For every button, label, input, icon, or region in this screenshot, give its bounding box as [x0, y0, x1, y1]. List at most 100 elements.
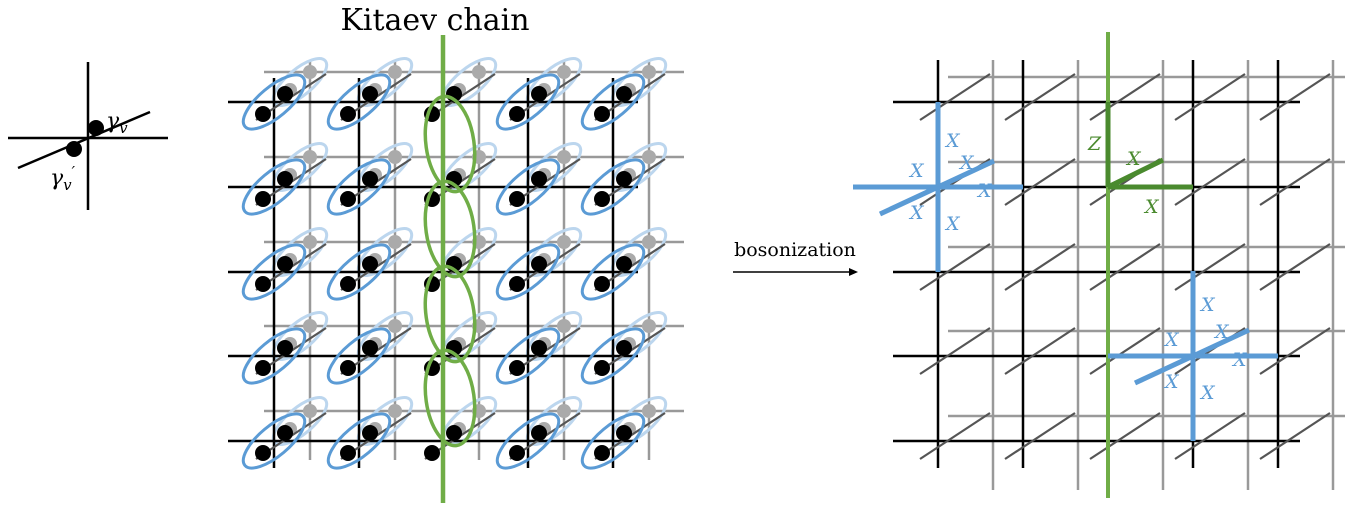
majorana-dot [277, 425, 293, 441]
pauli-x-label: X [1199, 294, 1216, 316]
diagonal-link [1004, 327, 1076, 375]
majorana-dot [594, 276, 610, 292]
majorana-dot [340, 106, 356, 122]
pauli-x-label: X [908, 160, 925, 182]
majorana-dot [531, 171, 547, 187]
majorana-dot [255, 276, 271, 292]
diagonal-link [1174, 73, 1246, 121]
front-majorana-pair [580, 412, 646, 470]
diagonal-link [1004, 73, 1076, 121]
majorana-dot [616, 171, 632, 187]
back-majorana-dot [388, 235, 402, 249]
majorana-dot [362, 256, 378, 272]
back-majorana-dot [388, 404, 402, 418]
diagonal-link [1004, 158, 1076, 206]
front-majorana-pair [326, 327, 392, 385]
back-majorana-dot [472, 65, 486, 79]
front-majorana-pair [495, 158, 561, 216]
diagonal-link [1174, 243, 1246, 291]
diagonal-link [1004, 243, 1076, 291]
front-majorana-pair [241, 73, 307, 131]
back-majorana-dot [303, 65, 317, 79]
pauli-x-label: X [1163, 329, 1180, 351]
majorana-dot [277, 86, 293, 102]
majorana-dot [362, 86, 378, 102]
front-majorana-pair [326, 158, 392, 216]
majorana-dot [531, 425, 547, 441]
majorana-dot [277, 171, 293, 187]
kitaev-pairing [423, 179, 477, 279]
front-majorana-pair [241, 158, 307, 216]
diagonal-link [1174, 412, 1246, 460]
majorana-dot-bottom [66, 141, 82, 157]
front-majorana-pair [326, 73, 392, 131]
back-majorana-dot [303, 319, 317, 333]
front-majorana-pair [580, 73, 646, 131]
front-majorana-pair [580, 327, 646, 385]
figure-title: Kitaev chain [340, 3, 529, 38]
diagonal-link [1259, 158, 1331, 206]
majorana-dot [531, 86, 547, 102]
majorana-dot [255, 360, 271, 376]
back-majorana-dot [642, 235, 656, 249]
majorana-dot [509, 445, 525, 461]
front-majorana-pair [580, 243, 646, 301]
diagonal-link [1089, 327, 1161, 375]
diagonal-link [1089, 243, 1161, 291]
majorana-dot [594, 106, 610, 122]
majorana-dot [531, 256, 547, 272]
pauli-x-label: X [1213, 321, 1230, 343]
front-majorana-pair [495, 327, 561, 385]
diagonal-link [1259, 73, 1331, 121]
majorana-dot [340, 191, 356, 207]
back-majorana-dot [642, 404, 656, 418]
back-majorana-dot [642, 65, 656, 79]
majorana-dot [531, 340, 547, 356]
pauli-x-label: X [1125, 148, 1142, 170]
back-majorana-dot [642, 150, 656, 164]
majorana-dot [277, 256, 293, 272]
front-majorana-pair [495, 412, 561, 470]
pauli-x-label: X [976, 180, 993, 202]
diagonal-link [919, 327, 991, 375]
back-majorana-pair [440, 57, 498, 107]
majorana-dot [509, 276, 525, 292]
back-majorana-dot [642, 319, 656, 333]
pauli-z-label: Z [1087, 133, 1102, 155]
chain-term: Z X X [1087, 102, 1193, 218]
majorana-dot [340, 445, 356, 461]
diagonal-link [919, 412, 991, 460]
majorana-dot [509, 360, 525, 376]
back-majorana-dot [557, 235, 571, 249]
front-majorana-pair [580, 158, 646, 216]
majorana-dot [446, 425, 462, 441]
back-majorana-dot [557, 404, 571, 418]
majorana-dot [362, 171, 378, 187]
bosonization-label: bosonization [734, 239, 856, 261]
back-majorana-dot [557, 150, 571, 164]
diagonal-link [1004, 412, 1076, 460]
diagonal-link [1259, 412, 1331, 460]
kitaev-pairing [423, 94, 477, 194]
pauli-x-label: X [908, 202, 925, 224]
pauli-x-label: X [1231, 349, 1248, 371]
pauli-x-label: X [944, 130, 961, 152]
back-majorana-dot [388, 65, 402, 79]
kitaev-pairing [423, 348, 477, 448]
majorana-dot [255, 191, 271, 207]
back-majorana-dot [388, 319, 402, 333]
back-majorana-dot [303, 404, 317, 418]
vertex-inset: γv γv′ [8, 62, 168, 210]
majorana-dot [594, 191, 610, 207]
diagonal-link [1259, 327, 1331, 375]
diagonal-link [919, 243, 991, 291]
back-majorana-dot [303, 235, 317, 249]
diagonal-link [1089, 412, 1161, 460]
majorana-dot-top [88, 120, 104, 136]
majorana-label-top: γv [106, 109, 128, 137]
front-majorana-pair [241, 243, 307, 301]
pauli-x-label: X [1163, 371, 1180, 393]
back-majorana-dot [303, 150, 317, 164]
